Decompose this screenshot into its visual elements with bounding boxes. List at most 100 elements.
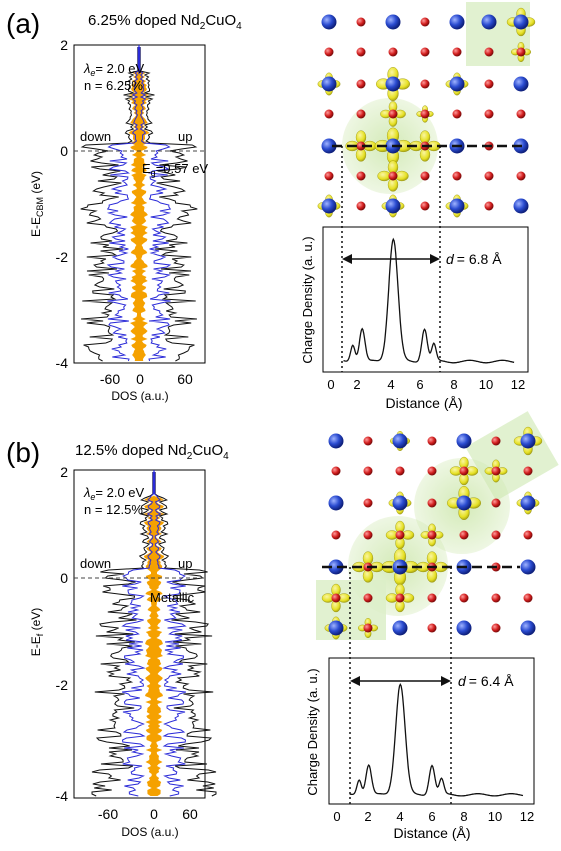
charge-b-xlabel: Distance (Å) bbox=[393, 825, 470, 841]
o-atom bbox=[452, 47, 462, 57]
o-atom bbox=[356, 79, 366, 89]
nd-atom bbox=[520, 559, 536, 575]
o-atom bbox=[427, 436, 437, 446]
dos-a-ytick: 0 bbox=[60, 143, 68, 159]
nd-atom bbox=[513, 76, 529, 92]
dos-b-xtick: 60 bbox=[182, 806, 198, 822]
charge-b-xtick: 2 bbox=[364, 809, 371, 824]
dos-projected-up bbox=[154, 472, 187, 797]
dos-b-frame bbox=[73, 469, 206, 799]
o-atom bbox=[484, 47, 494, 57]
dos-b-ytick: -2 bbox=[56, 677, 69, 693]
charge-a-xtick: 4 bbox=[387, 377, 394, 392]
o-atom bbox=[491, 623, 501, 633]
panel-a-title: 6.25% doped Nd2CuO4 bbox=[88, 12, 242, 32]
o-atom bbox=[324, 47, 334, 57]
dos-b-up-label: up bbox=[178, 556, 192, 571]
dos-b-ytick: 0 bbox=[60, 570, 68, 586]
nd-atom bbox=[456, 495, 472, 511]
nd-atom bbox=[328, 620, 344, 636]
panel-b-title-mid: CuO bbox=[192, 442, 224, 459]
panel-b-title-text: 12.5% doped Nd bbox=[75, 442, 187, 459]
panel-b-letter: (b) bbox=[6, 437, 41, 468]
o-atom bbox=[491, 466, 501, 476]
o-atom bbox=[516, 171, 526, 181]
panel-b-title-sub2: 4 bbox=[223, 451, 229, 462]
o-atom bbox=[452, 171, 462, 181]
o-atom bbox=[420, 79, 430, 89]
nd-atom bbox=[321, 138, 337, 154]
nd-atom bbox=[392, 620, 408, 636]
dos-a-xtick: 0 bbox=[136, 371, 144, 387]
dos-a-xlabel: DOS (a.u.) bbox=[111, 389, 168, 403]
dos-total-down bbox=[91, 472, 154, 797]
dos-projected-down bbox=[121, 472, 154, 797]
o-atom bbox=[491, 530, 501, 540]
panel-b-charge-plot: d = 6.4 Å 0 2 4 6 8 10 12 Distance (Å) Ch… bbox=[305, 567, 535, 841]
nd-atom bbox=[449, 76, 465, 92]
nd-atom bbox=[321, 198, 337, 214]
dos-b-xticks: -60 0 60 bbox=[98, 806, 198, 822]
nd-atom bbox=[481, 14, 497, 30]
dos-projected-up bbox=[139, 47, 172, 362]
charge-b-xtick: 4 bbox=[396, 809, 403, 824]
panel-a-title-sub: 2 bbox=[199, 21, 206, 32]
panel-a-letter: (a) bbox=[6, 8, 41, 39]
o-atom bbox=[363, 593, 373, 603]
dos-b-doping-label: n = 12.5% bbox=[84, 502, 143, 517]
dos-a-up-label: up bbox=[178, 129, 192, 144]
nd-atom bbox=[520, 433, 536, 449]
nd-atom bbox=[328, 433, 344, 449]
dos-a-yticks: 2 0 -2 -4 bbox=[56, 37, 69, 371]
o-atom bbox=[356, 109, 366, 119]
charge-a-xtick: 0 bbox=[327, 377, 334, 392]
dos-b-curves bbox=[91, 470, 217, 797]
o-atom bbox=[459, 530, 469, 540]
dos-total-down bbox=[80, 47, 139, 362]
dos-a-down-label: down bbox=[80, 129, 111, 144]
o-atom bbox=[363, 498, 373, 508]
o-atom bbox=[484, 79, 494, 89]
nd-atom bbox=[449, 198, 465, 214]
dos-polaron-fill bbox=[143, 472, 165, 796]
dos-polaron-fill bbox=[128, 47, 150, 361]
o-atom bbox=[388, 47, 398, 57]
panel-a-charge-plot: d = 6.8 Å 0 2 4 6 8 10 12 Distance (Å) Ch… bbox=[300, 146, 529, 411]
dos-total-up bbox=[154, 472, 217, 797]
charge-a-xtick: 12 bbox=[511, 377, 525, 392]
dos-a-xtick: -60 bbox=[100, 371, 120, 387]
charge-b-ylabel: Charge Density (a. u.) bbox=[305, 668, 320, 795]
o-atom bbox=[427, 593, 437, 603]
dos-b-ytick: 2 bbox=[60, 464, 68, 480]
nd-atom bbox=[456, 620, 472, 636]
o-atom bbox=[331, 593, 341, 603]
o-atom bbox=[523, 530, 533, 540]
nd-atom bbox=[513, 14, 529, 30]
o-atom bbox=[363, 466, 373, 476]
o-atom bbox=[516, 109, 526, 119]
o-atom bbox=[388, 171, 398, 181]
charge-b-xticks: 0 2 4 6 8 10 12 bbox=[333, 809, 534, 824]
o-atom bbox=[459, 593, 469, 603]
o-atom bbox=[356, 201, 366, 211]
charge-b-frame bbox=[328, 657, 535, 805]
dos-b-lambda-label: λe= 2.0 eV bbox=[83, 485, 145, 502]
panel-b-dos-plot: 2 0 -2 -4 -60 0 60 DOS (a.u.) E-Ef (eV) … bbox=[29, 464, 217, 839]
nd-atom bbox=[385, 198, 401, 214]
dos-b-xtick: -60 bbox=[98, 806, 118, 822]
panel-a-title-sub2: 4 bbox=[236, 21, 242, 32]
charge-b-arrowhead-left bbox=[350, 676, 360, 686]
o-atom bbox=[484, 171, 494, 181]
charge-a-frame bbox=[322, 226, 529, 373]
charge-b-xtick: 8 bbox=[460, 809, 467, 824]
dos-b-xlabel: DOS (a.u.) bbox=[121, 825, 178, 839]
dos-a-ylabel: E-ECBM (eV) bbox=[29, 171, 45, 237]
charge-a-xtick: 10 bbox=[479, 377, 493, 392]
dos-b-ylabel: E-Ef (eV) bbox=[29, 608, 45, 657]
charge-a-xticks: 0 2 4 6 8 10 12 bbox=[327, 377, 525, 392]
nd-atom bbox=[456, 433, 472, 449]
nd-atom bbox=[520, 620, 536, 636]
o-atom bbox=[356, 171, 366, 181]
nd-atom bbox=[449, 14, 465, 30]
